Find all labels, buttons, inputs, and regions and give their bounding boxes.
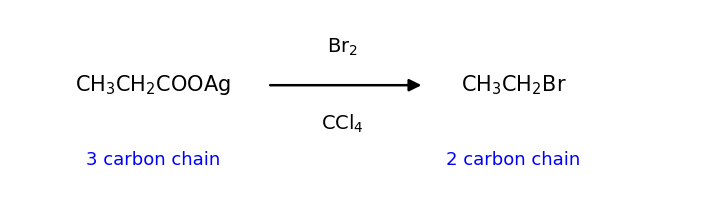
Text: CCl$_4$: CCl$_4$ (321, 112, 364, 135)
Text: 3 carbon chain: 3 carbon chain (86, 151, 220, 169)
Text: 2 carbon chain: 2 carbon chain (446, 151, 580, 169)
Text: CH$_3$CH$_2$Br: CH$_3$CH$_2$Br (461, 73, 566, 97)
Text: Br$_2$: Br$_2$ (327, 36, 358, 58)
Text: CH$_3$CH$_2$COOAg: CH$_3$CH$_2$COOAg (76, 73, 231, 97)
